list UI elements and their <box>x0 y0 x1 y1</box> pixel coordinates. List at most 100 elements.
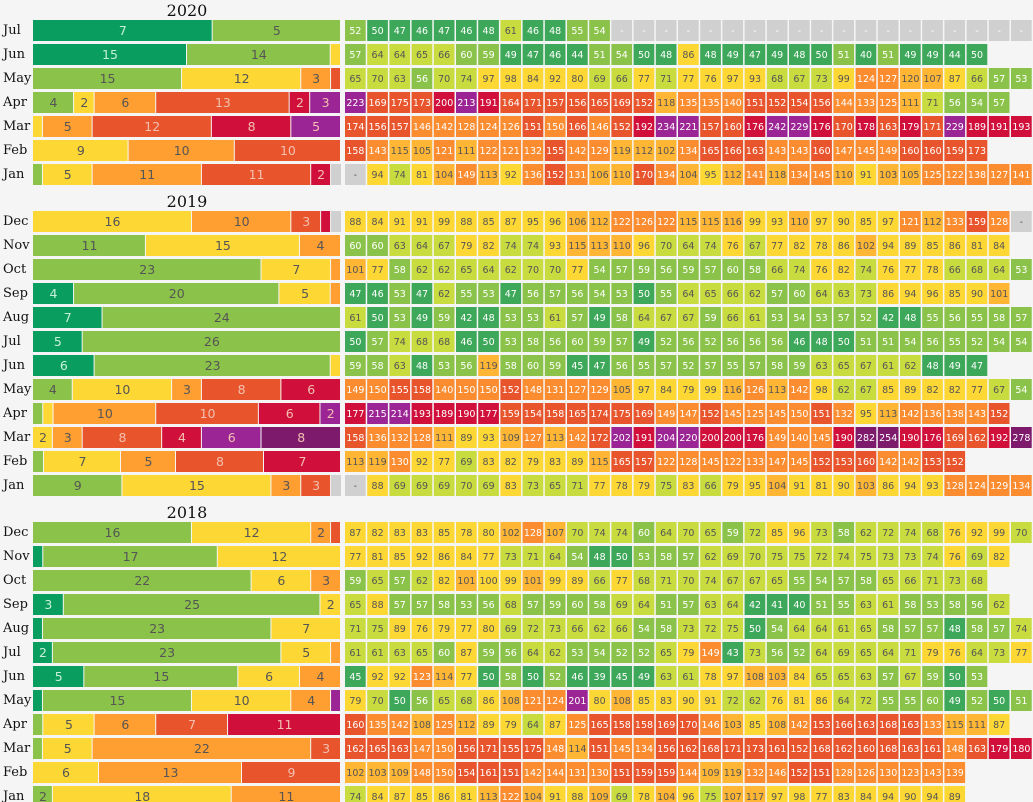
day-value: 50 <box>483 337 495 348</box>
day-cell <box>988 331 1010 352</box>
day-value: 53 <box>505 337 517 348</box>
day-cell <box>411 403 433 424</box>
day-value: 160 <box>857 744 875 755</box>
day-value: 70 <box>749 552 761 563</box>
day-value: 171 <box>924 122 942 133</box>
day-value: 79 <box>349 696 361 707</box>
day-cell <box>589 235 610 256</box>
day-value: 150 <box>790 409 808 420</box>
day-value: 126 <box>502 122 520 133</box>
day-value: 134 <box>679 146 697 157</box>
day-value: 128 <box>835 768 853 779</box>
day-value: 127 <box>879 74 897 85</box>
day-cell <box>655 44 677 65</box>
day-cell <box>456 403 477 424</box>
day-value: 105 <box>901 170 919 181</box>
day-value: 119 <box>480 361 498 372</box>
day-cell <box>456 355 477 376</box>
day-cell <box>988 92 1010 113</box>
day-value: 59 <box>594 337 606 348</box>
day-cell <box>478 427 499 448</box>
day-value: 149 <box>879 146 897 157</box>
dist-bar-segment <box>310 92 340 113</box>
dist-bar-segment <box>156 92 289 113</box>
dist-bar-remainder <box>331 475 341 496</box>
day-cell <box>411 522 433 543</box>
day-value: 163 <box>746 146 764 157</box>
dist-bar-label: 4 <box>316 238 324 253</box>
day-value: 130 <box>591 768 609 779</box>
day-cell <box>478 522 499 543</box>
day-value: 94 <box>372 170 384 181</box>
day-cell <box>811 259 832 280</box>
day-cell <box>478 140 499 161</box>
day-value: 175 <box>391 98 409 109</box>
day-cell <box>611 546 633 567</box>
dist-bar-segment <box>33 618 42 639</box>
day-value: 73 <box>527 481 539 492</box>
day-cell <box>877 522 899 543</box>
day-cell <box>811 403 832 424</box>
day-value: 51 <box>882 50 894 61</box>
day-cell <box>433 44 455 65</box>
dist-bar-segment <box>74 283 279 304</box>
dist-bar-label: 3 <box>183 382 191 397</box>
day-value: 115 <box>679 217 697 228</box>
day-cell <box>544 235 566 256</box>
day-cell <box>900 68 921 89</box>
day-cell <box>456 307 477 328</box>
day-value: 56 <box>660 265 672 276</box>
day-value: 54 <box>993 337 1005 348</box>
day-cell <box>855 331 877 352</box>
day-value: 65 <box>416 50 428 61</box>
day-value: 69 <box>727 552 739 563</box>
day-cell <box>900 522 921 543</box>
day-cell <box>944 355 966 376</box>
day-cell <box>500 211 522 232</box>
dist-bar-segment <box>320 403 340 424</box>
day-value: 57 <box>993 74 1005 85</box>
day-cell <box>744 403 766 424</box>
day-value: 57 <box>882 672 894 683</box>
day-value: 56 <box>616 361 628 372</box>
day-value: 65 <box>882 576 894 587</box>
day-cell <box>433 20 455 41</box>
day-value: 149 <box>657 409 675 420</box>
day-cell <box>544 44 566 65</box>
day-value: 91 <box>549 792 561 802</box>
day-value-empty: - <box>687 26 690 37</box>
day-cell <box>900 546 921 567</box>
day-cell <box>744 116 766 137</box>
day-value: 50 <box>971 50 983 61</box>
day-value: 165 <box>702 146 720 157</box>
day-cell <box>678 546 699 567</box>
day-value: 87 <box>460 648 472 659</box>
day-cell <box>722 140 744 161</box>
day-value: 83 <box>549 457 561 468</box>
day-value: 56 <box>527 289 539 300</box>
day-value: 47 <box>416 289 428 300</box>
day-value: 70 <box>682 528 694 539</box>
day-cell <box>678 211 699 232</box>
day-cell <box>766 379 788 400</box>
day-value: 64 <box>372 50 384 61</box>
day-cell-empty <box>700 20 721 41</box>
day-value: 74 <box>505 241 517 252</box>
day-value: 140 <box>724 98 742 109</box>
day-cell <box>877 379 899 400</box>
day-cell <box>345 331 366 352</box>
day-cell <box>567 331 588 352</box>
day-cell <box>744 331 766 352</box>
day-cell <box>367 235 388 256</box>
day-value: 89 <box>483 720 495 731</box>
day-cell <box>722 427 744 448</box>
day-value: 115 <box>591 457 609 468</box>
day-value: 54 <box>594 648 606 659</box>
day-value: 83 <box>394 528 406 539</box>
day-cell <box>722 355 744 376</box>
dist-bar-label: 4 <box>50 95 58 110</box>
dist-bar-segment <box>311 164 331 185</box>
day-value: 170 <box>835 122 853 133</box>
day-cell <box>1011 331 1032 352</box>
month-label: Sep <box>3 597 28 612</box>
